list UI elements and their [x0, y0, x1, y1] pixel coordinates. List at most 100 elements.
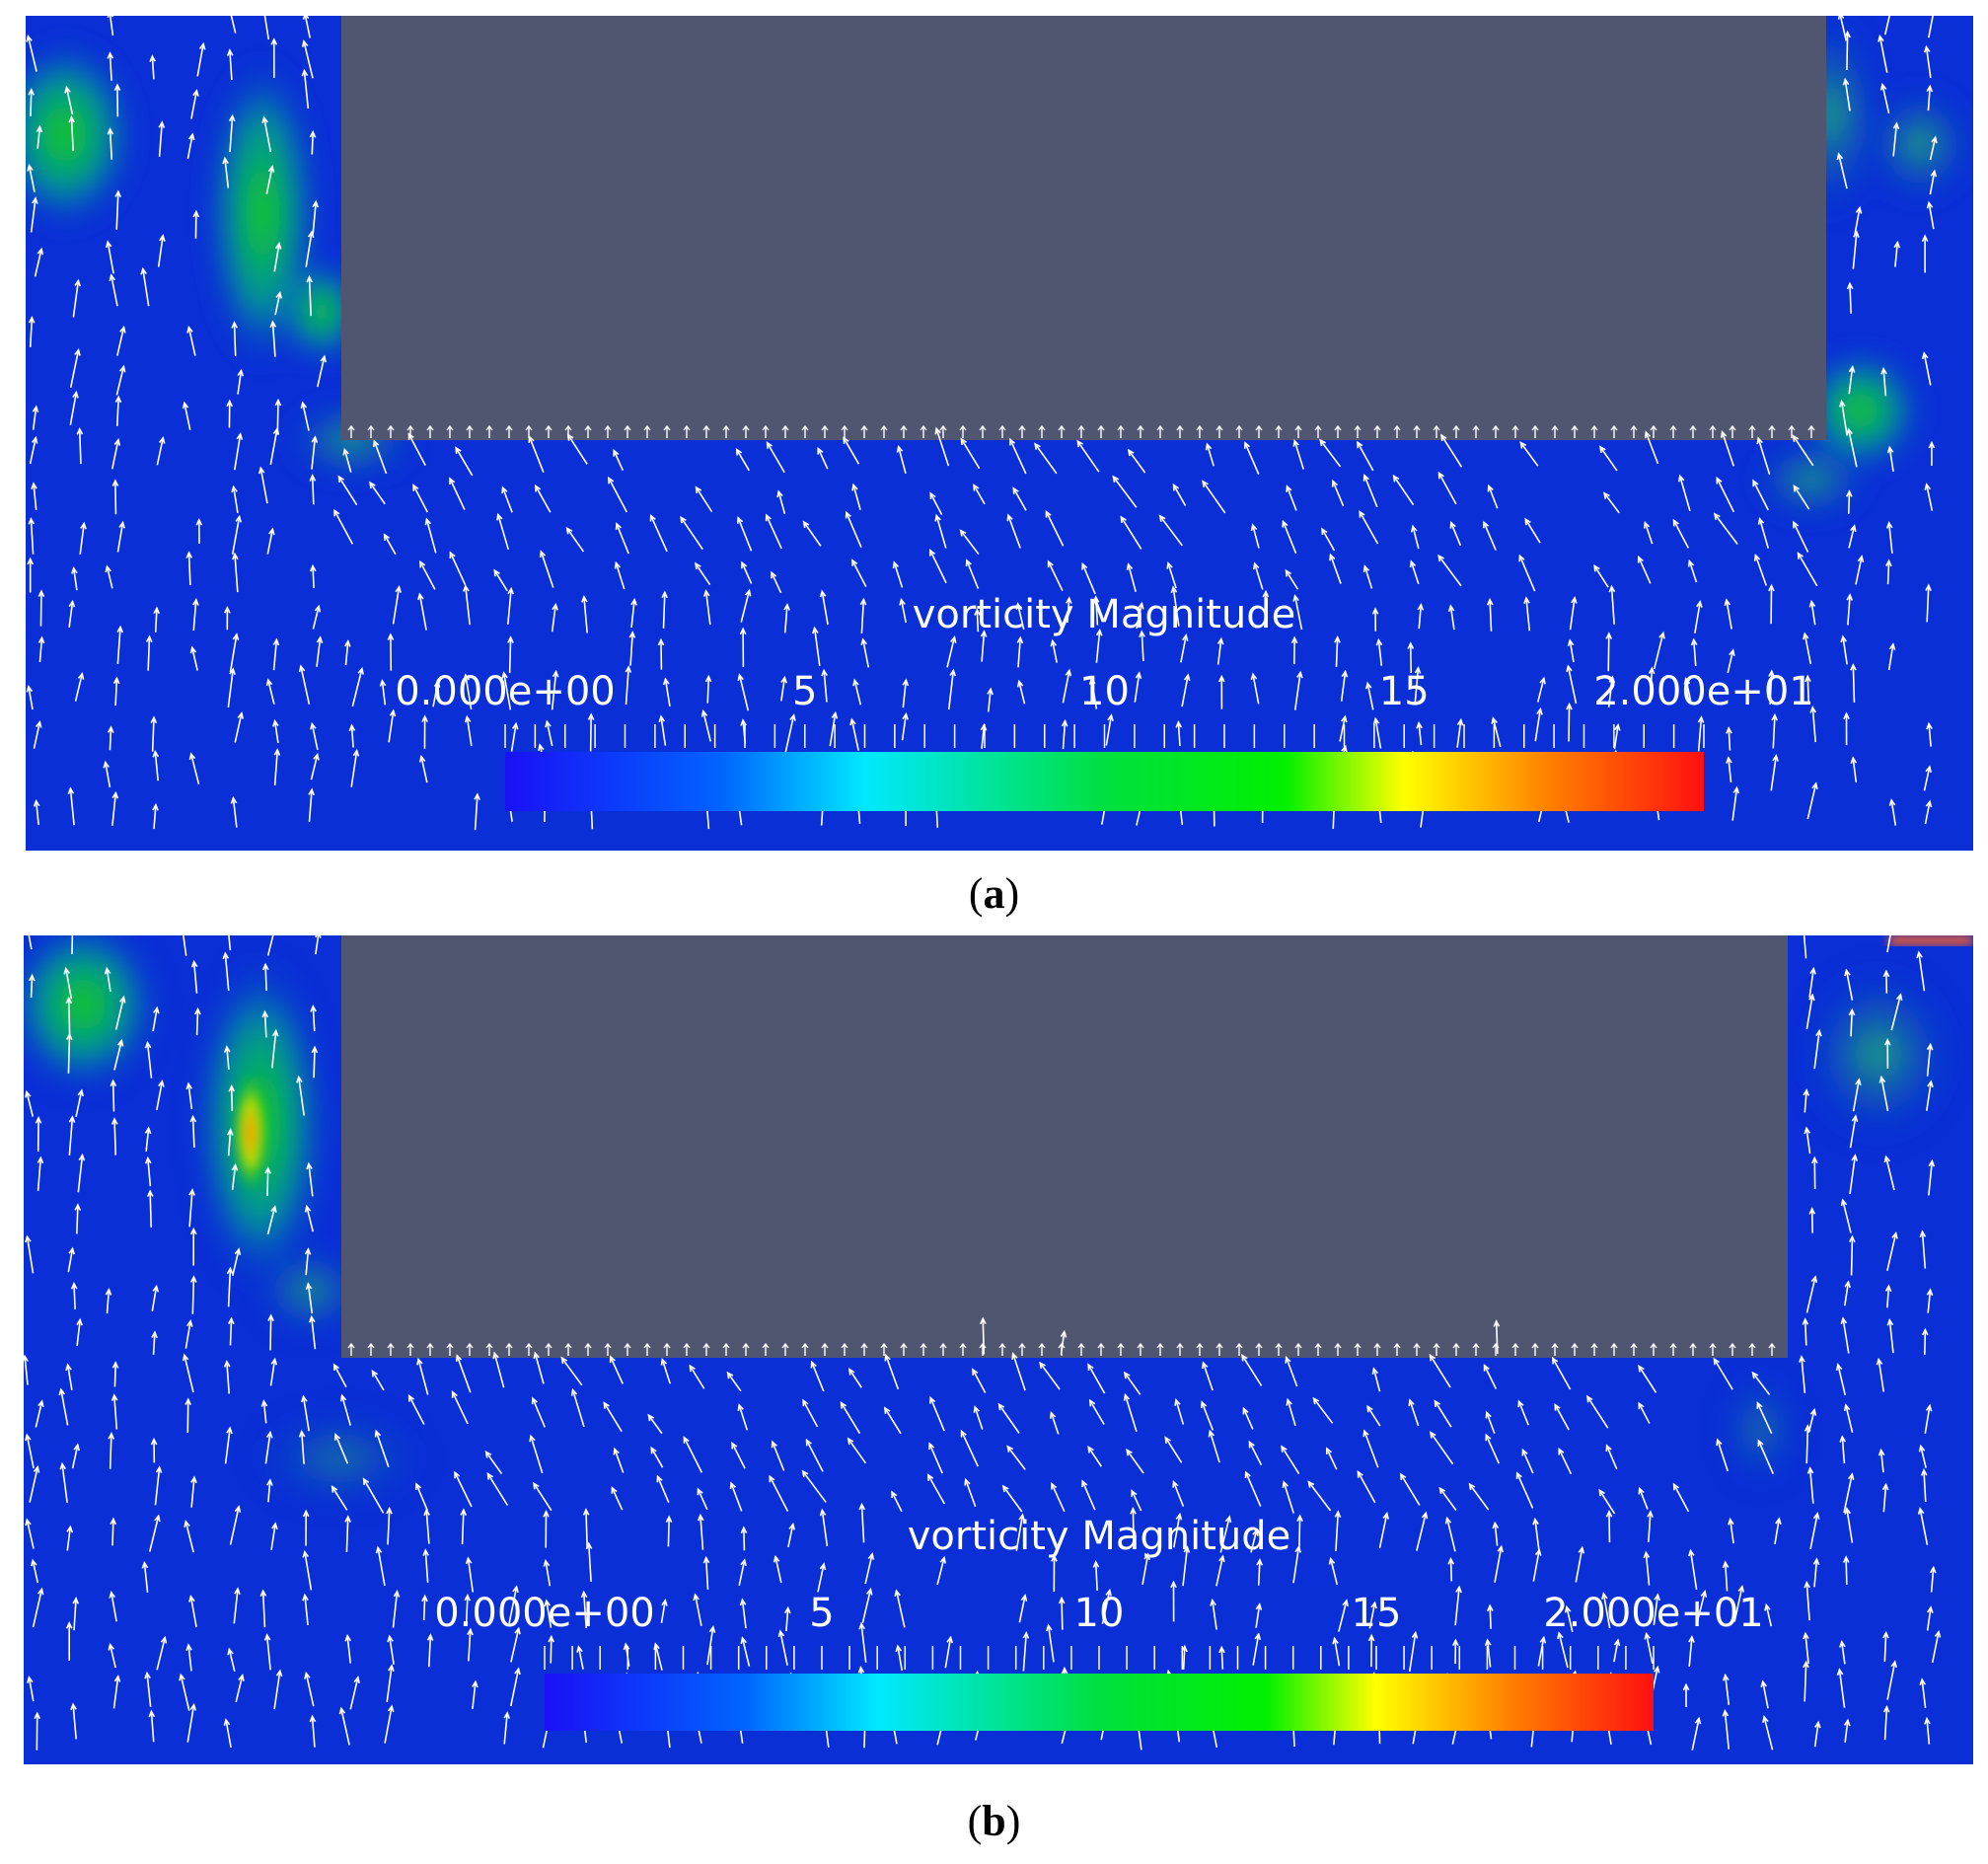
velocity-arrow [1648, 666, 1656, 703]
velocity-arrow [111, 479, 119, 515]
velocity-arrow [223, 1360, 231, 1394]
velocity-arrow [533, 1351, 545, 1384]
velocity-arrow [74, 671, 85, 702]
velocity-arrow [787, 1522, 796, 1548]
velocity-arrow [373, 439, 388, 475]
velocity-arrow [1215, 1554, 1225, 1587]
velocity-arrow [1172, 1479, 1185, 1507]
velocity-arrow [1846, 281, 1854, 314]
wall-arrow [485, 424, 493, 438]
velocity-arrow [387, 633, 395, 671]
velocity-arrow [1842, 1555, 1850, 1586]
velocity-arrow [185, 1081, 193, 1110]
velocity-arrow [1764, 1603, 1773, 1627]
velocity-arrow [1357, 1470, 1376, 1504]
velocity-arrow [150, 715, 158, 752]
velocity-arrow [392, 585, 402, 625]
velocity-arrow [230, 795, 238, 828]
wall-arrow [959, 1342, 967, 1356]
wall-arrow [1018, 1342, 1026, 1356]
velocity-arrow [1210, 1598, 1217, 1630]
velocity-arrow [1839, 399, 1848, 436]
velocity-arrow [1061, 718, 1068, 750]
velocity-arrow [980, 1316, 987, 1355]
velocity-arrow [71, 935, 74, 955]
velocity-arrow [308, 787, 315, 822]
velocity-arrow [580, 1590, 588, 1629]
velocity-arrow [1842, 77, 1851, 112]
velocity-arrow [1843, 1403, 1854, 1433]
velocity-arrow [608, 476, 628, 513]
caption-letter-b: b [982, 1797, 1006, 1845]
wall-arrow [959, 424, 967, 438]
velocity-arrow [66, 1032, 73, 1074]
velocity-arrow [116, 325, 126, 356]
velocity-arrow [1854, 205, 1863, 235]
velocity-arrow [184, 1520, 194, 1553]
wall-arrow [841, 424, 848, 438]
wall-arrow [545, 424, 552, 438]
velocity-arrow [1844, 30, 1851, 71]
velocity-arrow [1637, 555, 1652, 584]
wall-arrow [1492, 424, 1500, 438]
velocity-arrow [1218, 1645, 1225, 1670]
velocity-arrow [695, 485, 713, 512]
velocity-arrow [192, 598, 199, 632]
velocity-arrow [1484, 1638, 1492, 1668]
velocity-arrow [1844, 968, 1854, 1001]
velocity-arrow [1437, 554, 1462, 587]
velocity-arrow [1248, 1440, 1263, 1465]
wall-arrow [860, 1342, 868, 1356]
velocity-arrow [1290, 635, 1298, 665]
velocity-arrow [587, 712, 595, 752]
velocity-arrow [928, 1442, 943, 1474]
velocity-arrow [1885, 520, 1893, 554]
velocity-arrow [1886, 1317, 1894, 1354]
velocity-arrow [59, 1461, 68, 1503]
velocity-arrow [1286, 485, 1297, 511]
velocity-arrow [263, 16, 270, 40]
wall-arrow [900, 1342, 908, 1356]
velocity-arrow [1416, 1511, 1429, 1551]
velocity-arrow [231, 321, 239, 357]
velocity-arrow [1921, 234, 1929, 273]
velocity-arrow [310, 752, 320, 781]
velocity-arrow [1487, 1603, 1494, 1629]
velocity-arrow [1088, 677, 1098, 709]
velocity-arrow [769, 1474, 789, 1513]
velocity-arrow [777, 1629, 788, 1666]
velocity-arrow [1485, 1410, 1496, 1434]
velocity-arrow [1774, 1517, 1782, 1545]
wall-arrow [604, 424, 612, 438]
caption-a: (a) [968, 869, 1020, 918]
velocity-arrow [736, 516, 753, 552]
velocity-arrow [418, 754, 428, 783]
velocity-arrow [1928, 16, 1934, 38]
legend-color-bar [505, 752, 1704, 811]
velocity-arrow [110, 1517, 117, 1546]
velocity-arrow [545, 719, 553, 747]
velocity-arrow [302, 1593, 309, 1626]
velocity-arrow [1880, 366, 1887, 397]
velocity-arrow [1605, 1444, 1618, 1470]
velocity-arrow [1039, 1361, 1061, 1390]
velocity-arrow [1643, 1550, 1651, 1586]
wall-arrow [860, 424, 868, 438]
velocity-arrow [507, 635, 514, 673]
wall-arrow [525, 424, 533, 438]
wall-arrow [1748, 1342, 1756, 1356]
wall-arrow [1255, 1342, 1263, 1356]
velocity-arrow [529, 1434, 544, 1474]
velocity-arrow [386, 1664, 395, 1702]
velocity-arrow [301, 1394, 310, 1432]
velocity-arrow [1849, 1114, 1859, 1149]
velocity-arrow [272, 637, 280, 671]
velocity-arrow [302, 1549, 313, 1591]
velocity-arrow [296, 1075, 305, 1116]
color-legend: vorticity Magnitude 0.000e+00 5 10 15 2.000e+… [434, 1514, 1764, 1731]
wall-arrow [1275, 424, 1283, 438]
velocity-arrow [333, 508, 354, 545]
velocity-arrow [901, 711, 909, 741]
velocity-arrow [68, 1115, 76, 1156]
obstacle-block [341, 935, 1788, 1358]
